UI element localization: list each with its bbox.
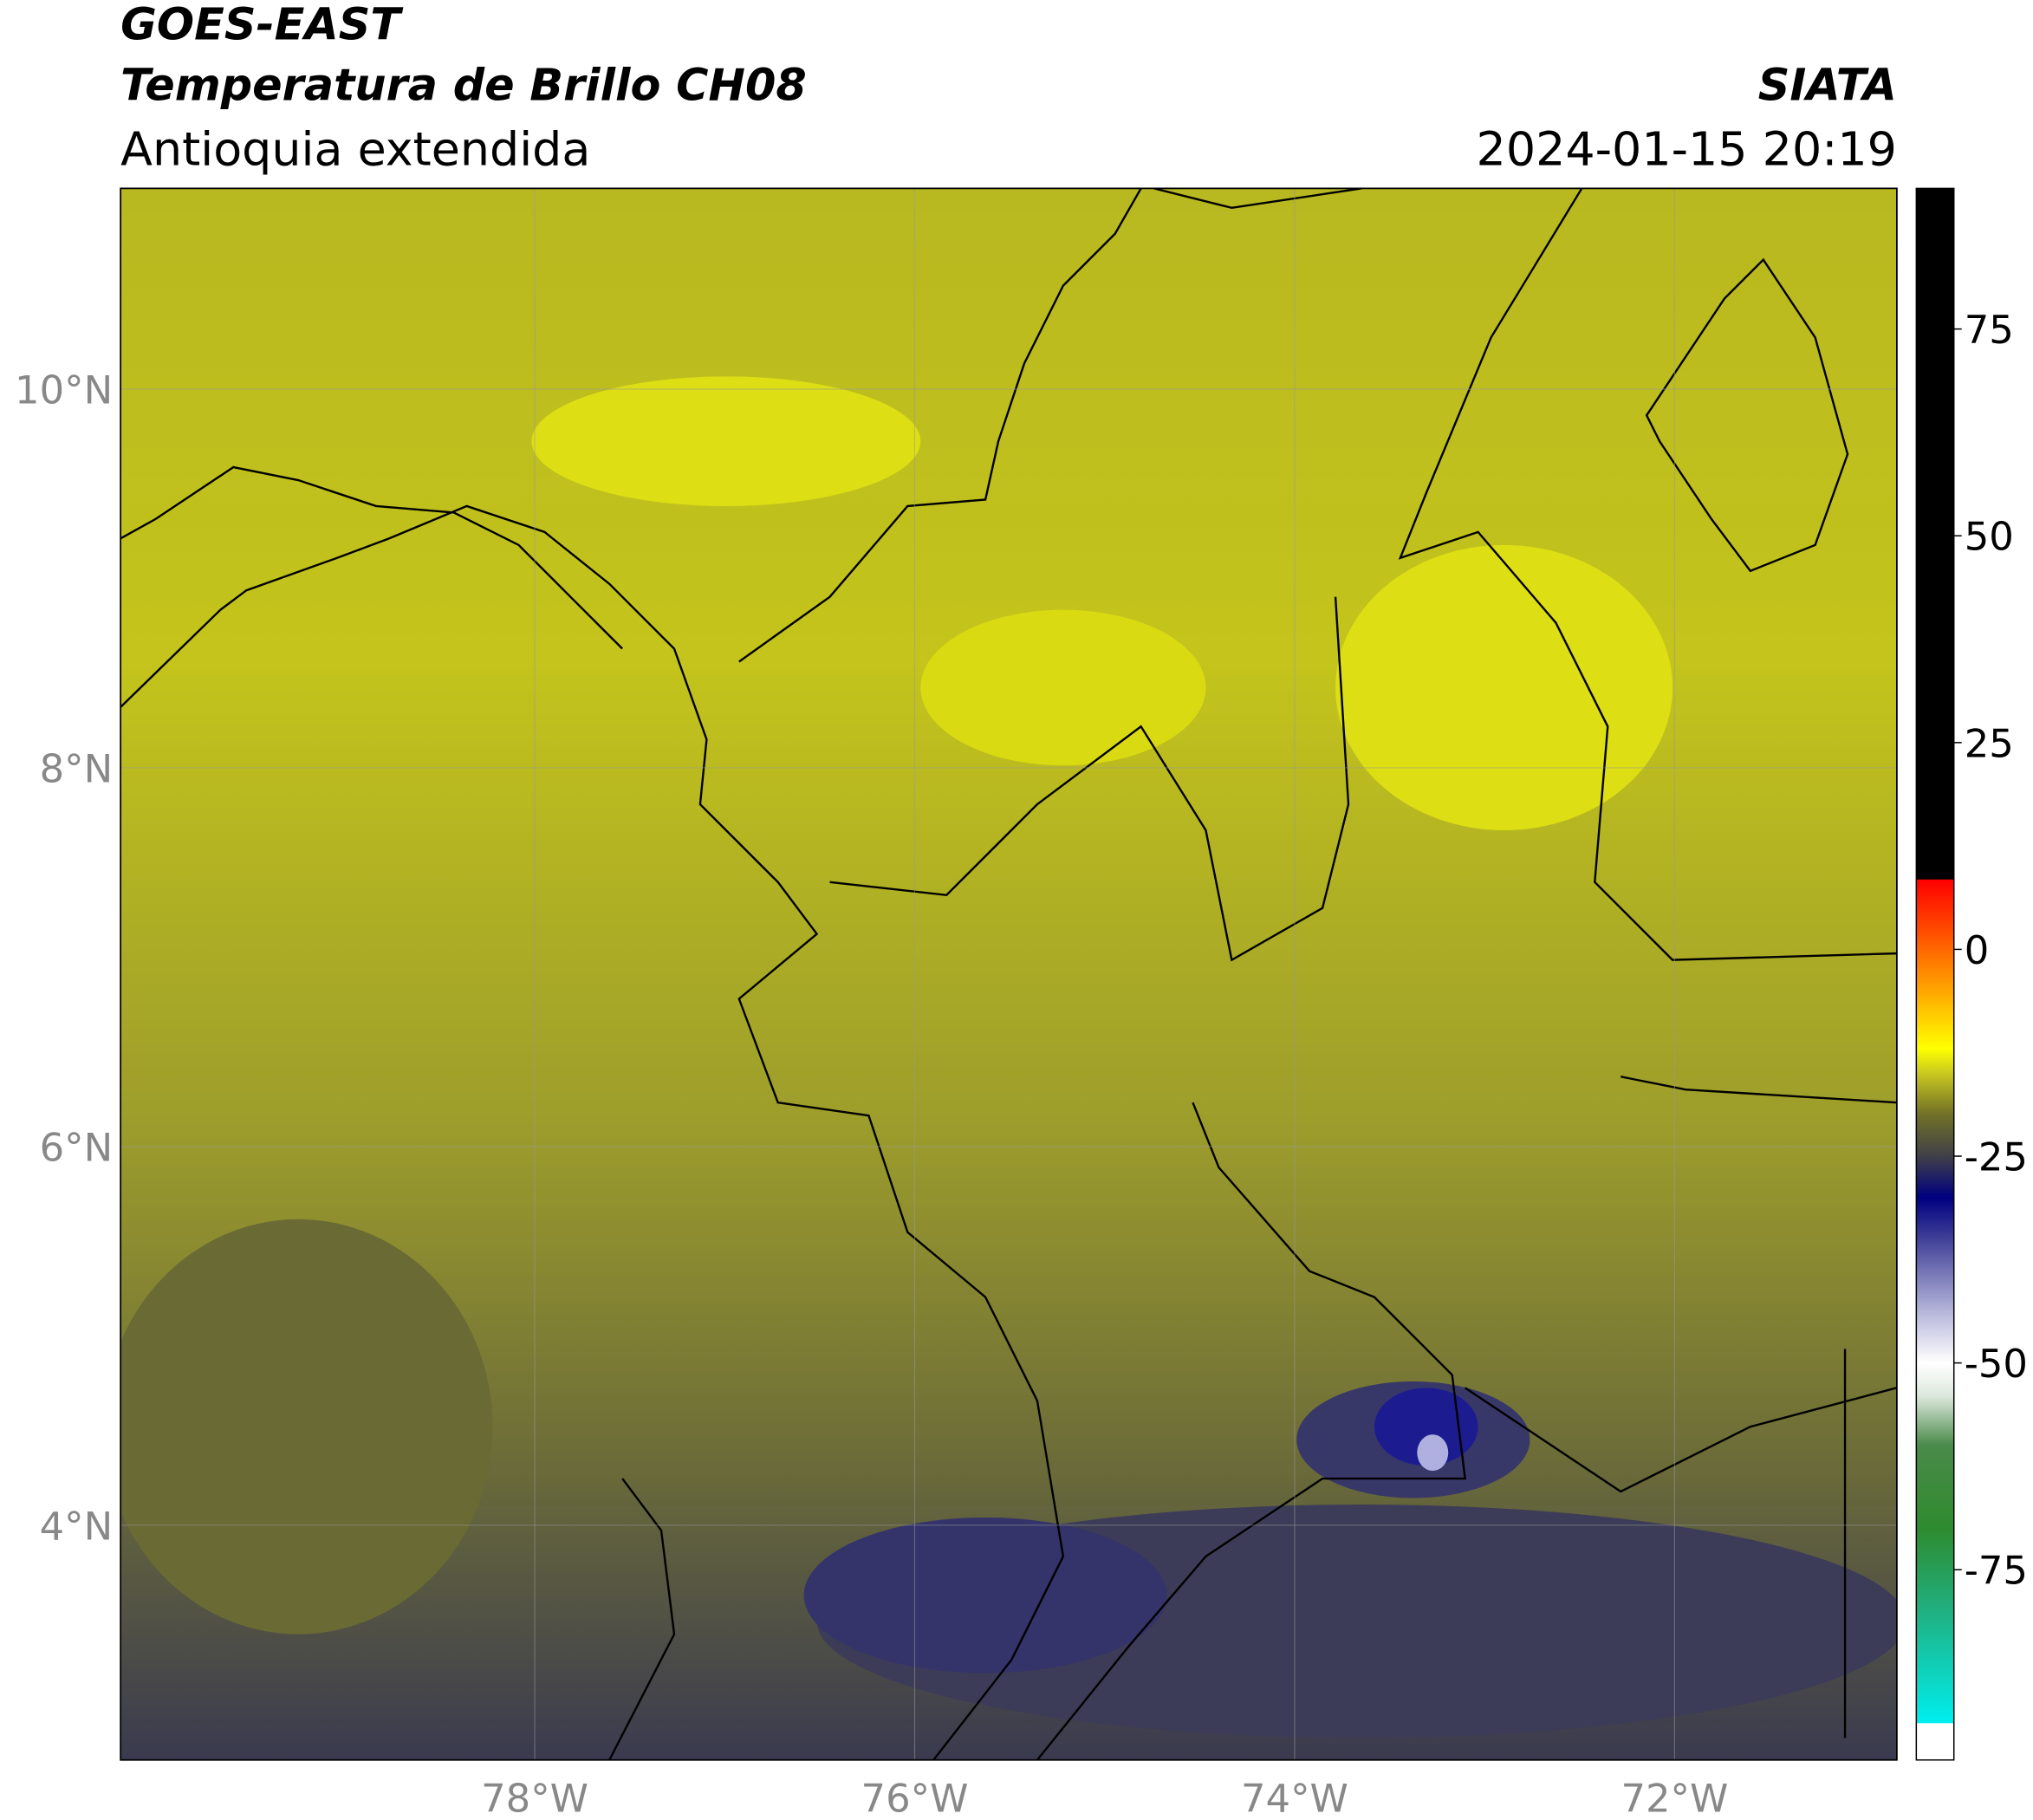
colorbar-tick-label: 50 bbox=[1965, 514, 2014, 560]
y-tick-label: 10°N bbox=[15, 367, 113, 413]
map-frame bbox=[120, 187, 1898, 1761]
y-tick-label: 6°N bbox=[40, 1124, 114, 1170]
colorbar-tick-label: 75 bbox=[1965, 307, 2014, 353]
agency: SIATA bbox=[1758, 60, 1897, 111]
datetime: 2024-01-15 20:19 bbox=[1477, 121, 1897, 176]
product: Temperatura de Brillo CH08 bbox=[120, 60, 807, 111]
satellite: GOES-EAST bbox=[120, 0, 404, 49]
y-tick-label: 4°N bbox=[40, 1503, 114, 1549]
colorbar bbox=[1915, 187, 1955, 1761]
colorbar-tick-label: -75 bbox=[1965, 1548, 2028, 1594]
colorbar-tick-label: 25 bbox=[1965, 720, 2014, 766]
region: Antioquia extendida bbox=[120, 121, 590, 176]
colorbar-tick-label: 0 bbox=[1965, 927, 1990, 973]
x-tick-label: 74°W bbox=[1241, 1776, 1348, 1820]
x-tick-label: 72°W bbox=[1621, 1776, 1728, 1820]
map-image bbox=[120, 188, 1897, 1760]
x-tick-label: 78°W bbox=[481, 1776, 588, 1820]
grid bbox=[120, 188, 1897, 1760]
colorbar-tick-label: -50 bbox=[1965, 1341, 2028, 1387]
colorbar-tick-label: -25 bbox=[1965, 1134, 2028, 1180]
x-tick-label: 76°W bbox=[861, 1776, 969, 1820]
y-tick-label: 8°N bbox=[40, 745, 114, 791]
